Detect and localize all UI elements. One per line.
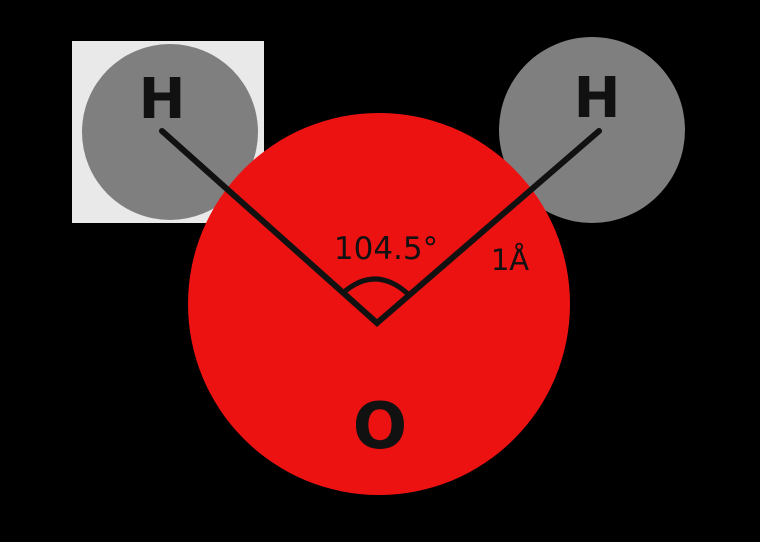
oh-bonds [159,128,602,327]
left-hydrogen-label: H [139,67,186,132]
right-hydrogen-label: H [574,66,621,131]
oxygen-atom [188,113,570,495]
bond-angle-arc [342,276,410,296]
bond-angle-label: 104.5° [334,231,438,267]
oxygen-label: O [353,390,407,464]
bond-length-label: 1Å [491,243,529,277]
